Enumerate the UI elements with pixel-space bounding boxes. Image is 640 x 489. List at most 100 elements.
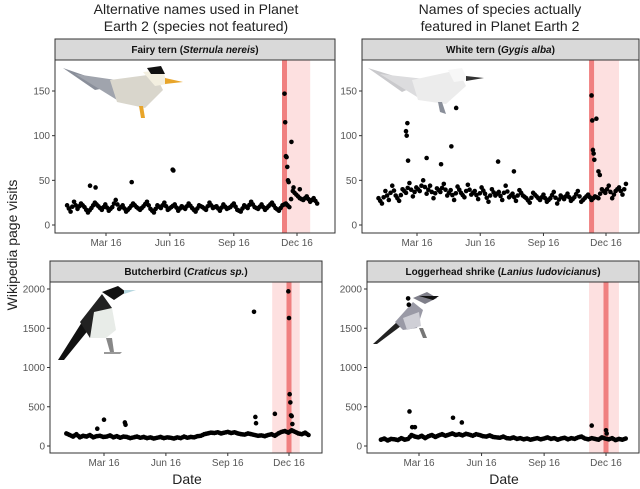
panel-title-close: ): [597, 267, 600, 278]
illustration-facet: [110, 74, 163, 108]
data-point: [616, 185, 622, 190]
data-point: [551, 189, 557, 195]
broadcast-date-line: [281, 60, 287, 233]
data-point: [291, 185, 296, 190]
data-point: [288, 400, 293, 405]
data-point: [513, 198, 519, 204]
data-point: [498, 193, 503, 199]
y-tick-label: 1500: [23, 324, 46, 335]
data-point: [284, 164, 290, 170]
data-point: [590, 147, 596, 153]
illustration-facet: [466, 76, 484, 81]
data-point: [287, 204, 292, 210]
panel-title: Loggerhead shrike (Lanius ludovicianus): [405, 267, 600, 278]
data-point: [405, 296, 411, 301]
y-tick-label: 50: [39, 176, 51, 187]
column-title-left-line1: Alternative names used in Planet: [94, 1, 299, 17]
data-point: [253, 414, 258, 420]
y-tick-label: 1500: [340, 324, 363, 335]
illustration-facet: [104, 352, 122, 354]
illustration-facet: [139, 106, 145, 118]
data-point: [591, 151, 596, 156]
data-point: [203, 207, 209, 213]
data-point: [286, 179, 291, 185]
illustration-facet: [413, 292, 437, 304]
data-point: [284, 154, 289, 160]
data-point: [68, 209, 73, 214]
data-point: [604, 431, 609, 436]
panel-loggerhead-shrike: Loggerhead shrike (Lanius ludovicianus) 0…: [340, 260, 640, 469]
data-point: [621, 186, 627, 192]
broadcast-window-band: [272, 282, 300, 453]
data-point: [412, 424, 418, 430]
panel-title-common: Butcherbird (: [124, 267, 187, 278]
data-point: [290, 421, 295, 427]
illustration-facet: [403, 312, 421, 330]
data-point: [205, 203, 211, 209]
data-point: [608, 189, 613, 195]
y-tick-label: 1000: [340, 363, 363, 374]
illustration-facet: [165, 78, 183, 84]
data-point: [604, 186, 610, 192]
x-tick-label: Jun 16: [465, 238, 495, 249]
data-point: [398, 192, 404, 198]
x-tick-label: Mar 16: [88, 458, 120, 469]
panel-title-common: Loggerhead shrike (: [405, 267, 501, 278]
data-point: [451, 197, 457, 203]
data-point: [611, 192, 617, 197]
data-point: [623, 436, 629, 441]
data-point: [597, 191, 603, 197]
broadcast-date-line: [589, 60, 595, 233]
data-point: [453, 190, 459, 196]
data-point: [427, 183, 433, 188]
x-tick-label: Dec 16: [273, 458, 305, 469]
y-tick-label: 50: [346, 176, 358, 187]
data-point: [384, 193, 390, 198]
data-point: [596, 169, 601, 174]
data-point: [439, 185, 445, 191]
data-point: [453, 105, 459, 111]
y-tick-label: 500: [28, 402, 45, 413]
panel-white-tern: White tern (Gygis alba) 0 50 100 150 Mar 16 Ju…: [340, 38, 640, 249]
y-tick-label: 100: [33, 131, 50, 142]
panel-title: Butcherbird (Craticus sp.): [124, 267, 247, 278]
x-tick-label: Jun 16: [467, 458, 497, 469]
data-point: [484, 195, 490, 201]
data-point: [597, 172, 603, 178]
data-point: [589, 423, 595, 428]
data-point: [496, 189, 502, 195]
data-point: [403, 190, 409, 196]
data-point: [71, 199, 77, 205]
data-point: [405, 120, 410, 126]
butcherbird-illustration: [58, 286, 136, 360]
data-point: [553, 195, 558, 201]
data-point: [620, 192, 625, 197]
data-point: [510, 191, 515, 197]
data-point: [151, 210, 157, 215]
y-tick-label: 100: [340, 131, 357, 142]
data-point: [289, 139, 294, 145]
illustration-facet: [448, 68, 468, 82]
data-point: [408, 187, 414, 193]
data-point: [379, 201, 385, 206]
data-point: [386, 197, 392, 203]
data-point: [575, 188, 581, 194]
data-point: [272, 411, 278, 417]
data-point: [459, 420, 465, 425]
data-point: [474, 192, 479, 198]
data-point: [462, 195, 467, 200]
data-point: [511, 195, 517, 200]
data-point: [171, 168, 176, 173]
data-point: [383, 188, 388, 194]
illustration-facet: [58, 322, 90, 360]
data-point: [306, 432, 311, 438]
data-point: [609, 195, 615, 201]
data-point: [486, 199, 491, 205]
data-point: [554, 201, 560, 206]
illustration-facet: [106, 338, 114, 352]
y-tick-label: 0: [356, 442, 362, 453]
data-point: [289, 413, 294, 419]
data-point: [113, 197, 119, 203]
data-point: [396, 198, 402, 204]
column-title-right-line2: featured in Planet Earth 2: [421, 18, 580, 34]
